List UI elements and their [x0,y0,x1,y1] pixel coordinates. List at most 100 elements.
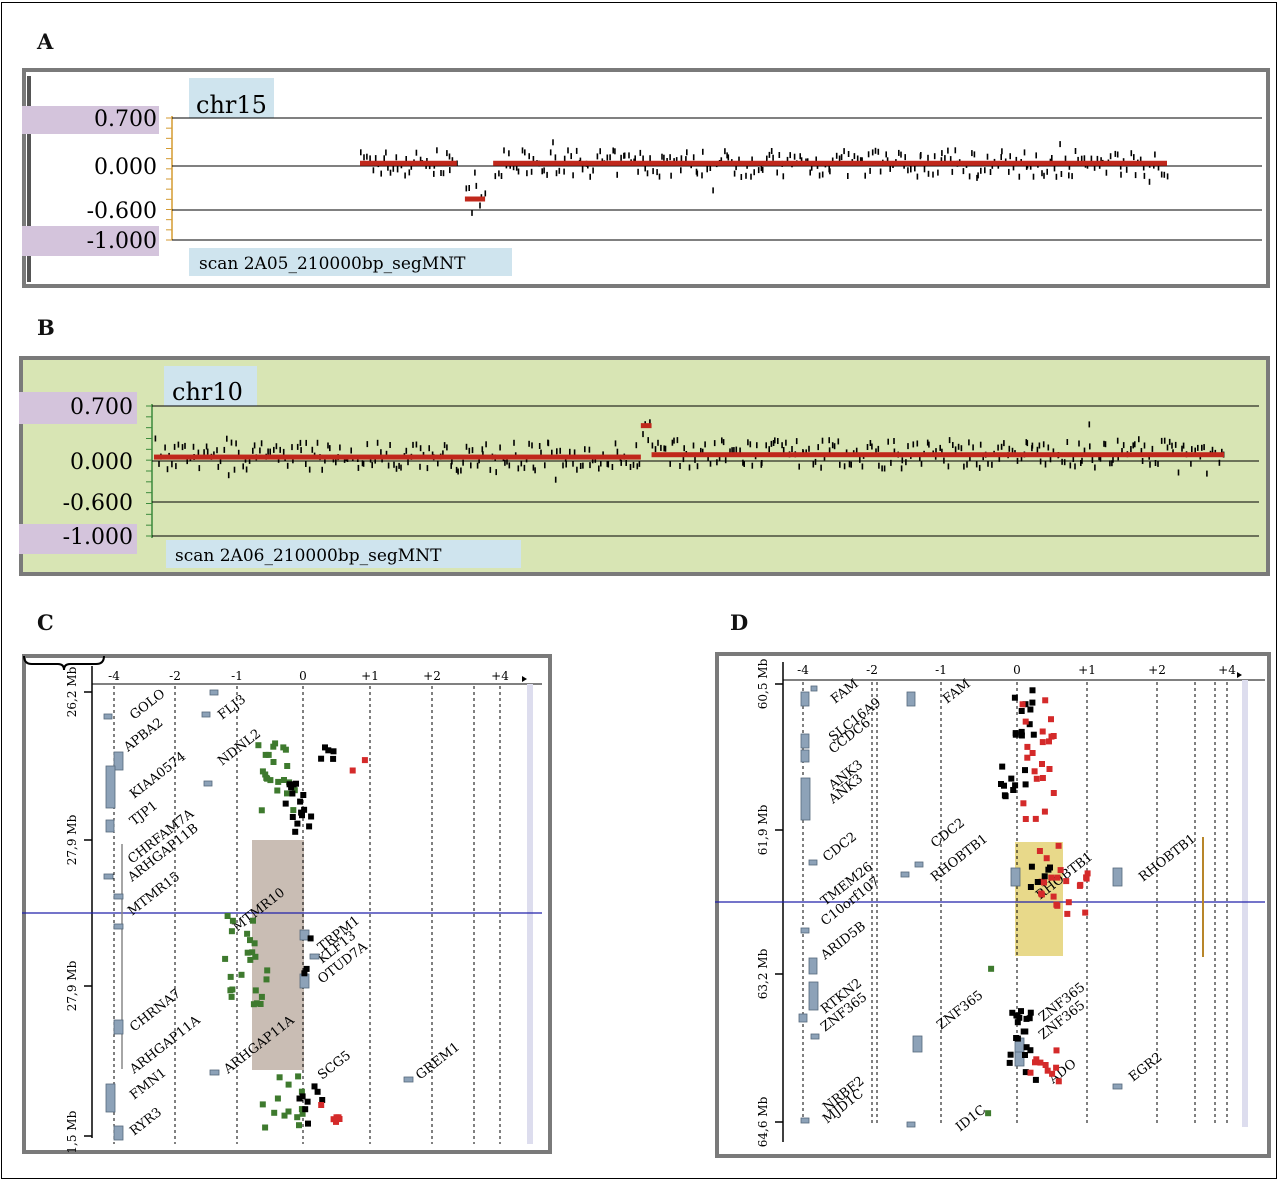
b-probe-point [407,459,409,466]
a-probe-point [843,148,845,155]
a-probe-point [702,148,704,155]
b-probe-point [1132,442,1134,449]
a-probe-point [1000,154,1002,160]
b-probe-point [437,460,439,467]
a-probe-point [639,149,642,156]
b-probe-point [912,441,915,448]
a-probe-point [508,150,510,157]
b-probe-point [692,442,695,449]
a-probe-point [720,157,723,164]
d-gene-block [800,1117,810,1124]
a-probe-point [448,153,451,160]
d-probe-point [1023,1015,1030,1022]
a-probe-point [951,168,954,175]
b-probe-point [1218,459,1221,466]
c-probe-point [294,820,301,827]
a-probe-point [885,151,887,158]
b-probe-point [765,442,767,449]
c-gene-block [201,711,211,718]
a-probe-point [1009,153,1011,160]
b-probe-point [400,464,402,471]
c-probe-point [318,1102,325,1108]
b-probe-point [426,465,429,472]
b-probe-point [482,451,484,458]
d-probe-point [1046,766,1053,772]
b-probe-point [329,445,331,452]
c-probe-point [304,1098,311,1105]
d-gene-block [808,859,818,866]
a-probe-point [859,157,862,164]
a-probe-point [685,156,687,163]
b-probe-point [812,461,815,468]
c-probe-point [301,970,308,977]
panel-letter-c: C [37,610,54,635]
a-probe-point [770,148,773,154]
b-probe-point [252,447,254,454]
d-probe-point [1041,873,1048,880]
b-probe-point [756,442,758,449]
c-probe-point [274,1095,281,1102]
a-y-tick-label: -1.000 [87,229,157,254]
a-y-tick-label: 0.000 [94,155,157,180]
b-probe-point [343,456,346,463]
a-probe-point [623,152,626,159]
a-probe-point [395,154,398,161]
b-probe-point [588,446,591,453]
c-probe-point [285,1108,292,1115]
c-probe-point [294,1114,301,1121]
a-probe-point [1055,173,1058,180]
a-probe-point [1119,163,1122,170]
a-probe-point [541,168,543,175]
b-probe-point [607,461,610,468]
a-probe-point [904,154,906,161]
b-probe-point [1182,442,1185,449]
d-probe-point [1022,718,1029,725]
d-probe-point [1039,739,1046,746]
b-probe-point [724,457,727,464]
b-probe-point [1016,457,1019,464]
a-probe-point [980,167,982,174]
b-probe-point [709,460,712,467]
a-probe-point [789,152,791,159]
b-probe-point [926,439,929,446]
b-probe-point [660,444,662,451]
b-probe-point [979,441,982,448]
c-probe-point [330,755,337,762]
a-probe-point [976,174,978,181]
b-probe-point [305,439,307,446]
b-probe-point [649,419,651,426]
b-probe-point [739,447,741,454]
a-segment [493,160,1167,166]
b-probe-point [1026,440,1029,447]
a-probe-point [1053,165,1056,172]
c-gene-block [113,923,124,930]
c-probe-point [251,940,258,947]
b-probe-point [957,443,960,450]
a-probe-point [838,155,841,162]
a-probe-point [1116,151,1119,158]
d-probe-point [1038,878,1045,885]
b-probe-point [1072,456,1075,462]
a-probe-point [740,174,743,180]
a-probe-point [907,167,909,174]
b-probe-point [387,462,390,469]
b-probe-point [1211,446,1214,453]
a-probe-point [916,173,919,180]
b-probe-point [523,464,526,471]
c-probe-point [267,777,274,784]
b-probe-point [866,444,869,450]
d-probe-point [1084,870,1091,877]
b-probe-point [831,442,834,449]
d-gene-block [1112,867,1123,887]
d-probe-point [1037,1059,1044,1066]
b-probe-point [890,459,892,466]
a-probe-point [1032,173,1035,180]
b-probe-point [1134,441,1136,448]
b-probe-point [777,438,779,444]
d-probe-point [1042,1062,1049,1068]
a-probe-point [465,185,468,192]
b-probe-point [651,442,654,449]
b-segment [651,452,1224,458]
d-gene-block [800,733,810,749]
